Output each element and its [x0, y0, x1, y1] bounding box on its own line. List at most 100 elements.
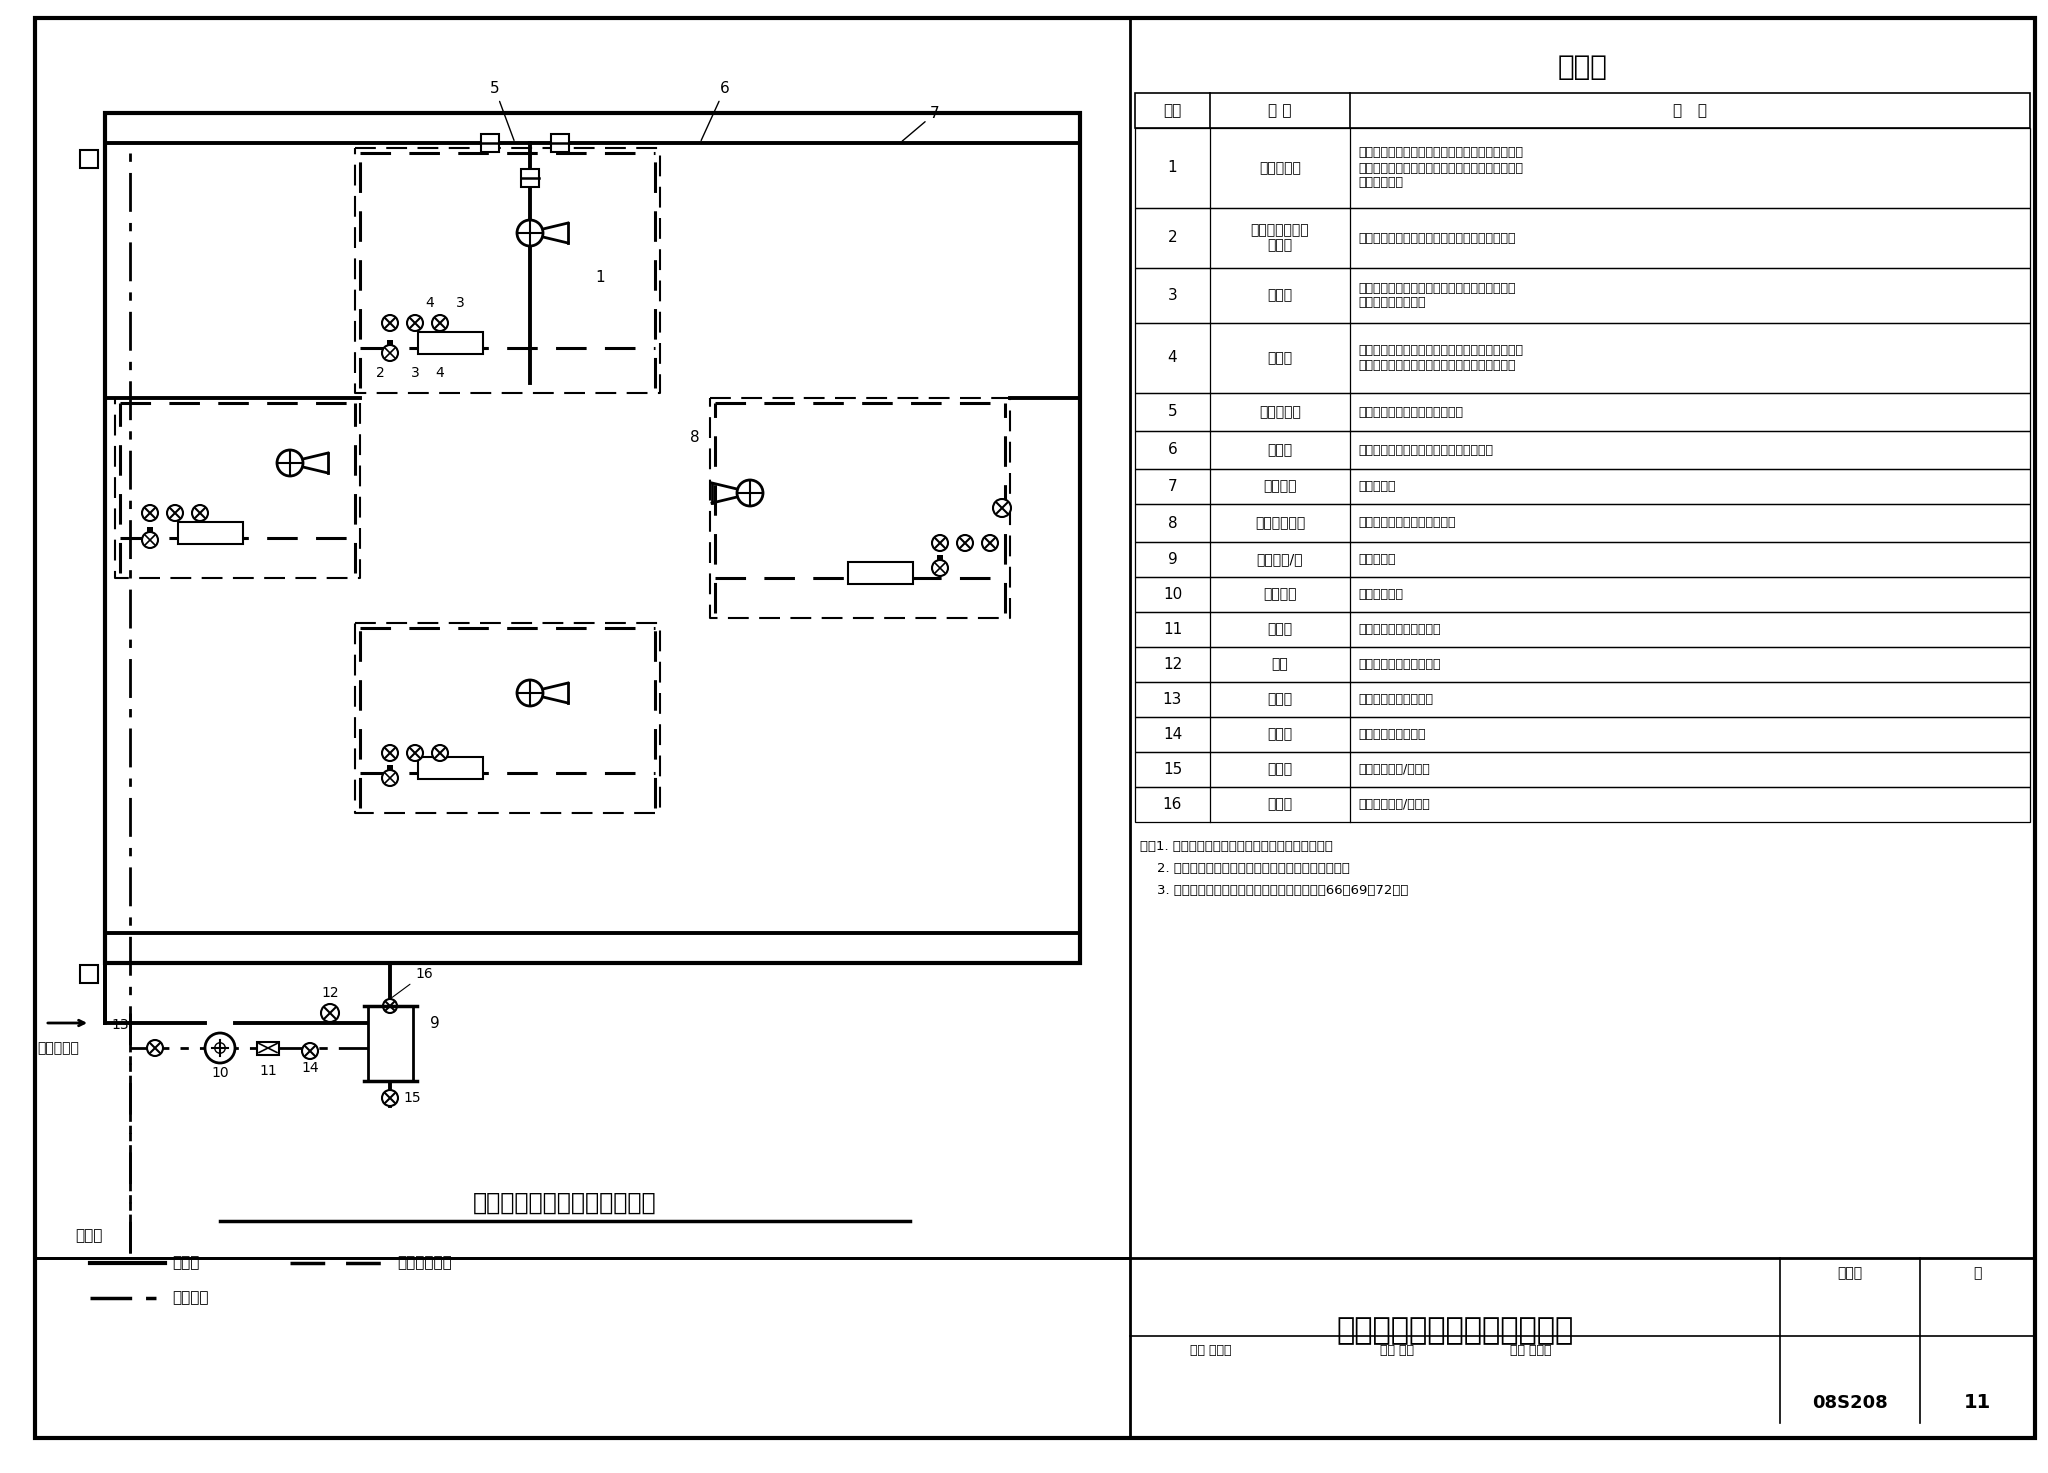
Text: 9: 9 [430, 1015, 440, 1031]
Bar [1135, 393, 2030, 432]
Bar [1135, 208, 2030, 268]
Text: 审核 戚晓专: 审核 戚晓专 [1190, 1343, 1231, 1357]
Bar [387, 340, 393, 345]
Text: 泡沫混合液管: 泡沫混合液管 [1255, 516, 1305, 530]
Text: 泡沫液管: 泡沫液管 [172, 1290, 209, 1305]
Text: 4: 4 [426, 296, 434, 309]
Bar [1135, 93, 2030, 128]
Text: 供水管: 供水管 [172, 1255, 199, 1271]
Circle shape [383, 1090, 397, 1106]
Circle shape [932, 560, 948, 576]
Text: 7: 7 [1167, 479, 1178, 493]
Circle shape [383, 999, 397, 1013]
Circle shape [516, 681, 543, 706]
Text: 泡沫液管: 泡沫液管 [1264, 480, 1296, 493]
Text: 平衡压力式泡沫炮系统示意图: 平衡压力式泡沫炮系统示意图 [1337, 1315, 1573, 1345]
Bar [1135, 577, 2030, 611]
Circle shape [383, 345, 397, 361]
Text: 校对 刘芳: 校对 刘芳 [1380, 1343, 1413, 1357]
Text: 名 称: 名 称 [1268, 103, 1292, 118]
Text: 2: 2 [375, 365, 385, 380]
Text: 13: 13 [111, 1018, 129, 1033]
Text: 蝶阀或闸阀: 蝶阀或闸阀 [1260, 405, 1300, 418]
Text: 输送泡沫混合液至消防泡沫炮: 输送泡沫混合液至消防泡沫炮 [1358, 517, 1456, 529]
Text: 消防泡沫炮: 消防泡沫炮 [1260, 161, 1300, 175]
Circle shape [141, 505, 158, 521]
Bar [1135, 323, 2030, 393]
Text: 2: 2 [451, 336, 459, 349]
Text: 用于关闭管道，检修平衡压力式比例混合器及消防: 用于关闭管道，检修平衡压力式比例混合器及消防 [1358, 345, 1524, 356]
Text: 过滤泡沫液管路中的杂质: 过滤泡沫液管路中的杂质 [1358, 623, 1440, 636]
Text: 9: 9 [1167, 552, 1178, 567]
Text: 11: 11 [1163, 622, 1182, 636]
Text: 泡沫液罐/箱: 泡沫液罐/箱 [1257, 552, 1303, 567]
Text: 08S208: 08S208 [1812, 1393, 1888, 1413]
Bar [367, 1006, 412, 1081]
Text: 冲洗阀: 冲洗阀 [1268, 728, 1292, 741]
Text: 5: 5 [1167, 405, 1178, 420]
Text: 6: 6 [700, 81, 729, 140]
Text: 放空阀: 放空阀 [1268, 763, 1292, 776]
Text: 成空气泡沫液，空气泡沫液喷射到着火点，隔绝空: 成空气泡沫液，空气泡沫液喷射到着火点，隔绝空 [1358, 162, 1524, 174]
Circle shape [432, 315, 449, 331]
Circle shape [981, 535, 997, 551]
Bar [938, 555, 942, 560]
Text: 编号: 编号 [1163, 103, 1182, 118]
Text: 14: 14 [1163, 728, 1182, 742]
Bar [481, 134, 500, 152]
Text: 15: 15 [1163, 762, 1182, 776]
Text: 呼吸阀: 呼吸阀 [1268, 797, 1292, 812]
Text: 名称表: 名称表 [1559, 53, 1608, 81]
Bar [418, 757, 483, 779]
Bar [1135, 468, 2030, 504]
Text: 用   途: 用 途 [1673, 103, 1706, 118]
Text: 2. 本图只表示主要管道部分，不包括系统控制部分。: 2. 本图只表示主要管道部分，不包括系统控制部分。 [1141, 862, 1350, 875]
Text: 图例：: 图例： [76, 1228, 102, 1243]
Bar [104, 113, 1079, 963]
Circle shape [408, 315, 424, 331]
Bar [1135, 128, 2030, 208]
Bar [256, 1041, 279, 1055]
Text: 7: 7 [901, 106, 940, 141]
Text: 10: 10 [1163, 588, 1182, 602]
Text: 用于冲洗泡沫液管道: 用于冲洗泡沫液管道 [1358, 728, 1425, 741]
Bar [1135, 753, 2030, 787]
Text: 接自供水水源，供泡沫比例混合器高压水: 接自供水水源，供泡沫比例混合器高压水 [1358, 443, 1493, 457]
Text: 3. 平衡压力式泡沫比例混合装置原理图详见第66、69、72页。: 3. 平衡压力式泡沫比例混合装置原理图详见第66、69、72页。 [1141, 884, 1409, 897]
Text: 5: 5 [489, 81, 514, 140]
Text: 接供水水源: 接供水水源 [37, 1041, 80, 1055]
Bar [1135, 268, 2030, 323]
Text: 信号阀: 信号阀 [1268, 351, 1292, 365]
Circle shape [322, 1005, 340, 1022]
Circle shape [993, 499, 1012, 517]
Circle shape [383, 770, 397, 787]
Circle shape [956, 535, 973, 551]
Circle shape [516, 219, 543, 246]
Text: 将泡沫液加压: 将泡沫液加压 [1358, 588, 1403, 601]
Text: 用于泡沫液罐/箱放空: 用于泡沫液罐/箱放空 [1358, 763, 1430, 776]
Bar [1135, 504, 2030, 542]
Circle shape [141, 532, 158, 548]
Bar [848, 563, 913, 583]
Bar [551, 134, 569, 152]
Circle shape [193, 505, 209, 521]
Text: 4: 4 [1167, 351, 1178, 365]
Bar [1135, 542, 2030, 577]
Text: 用于关闭或检修管道，平时常开: 用于关闭或检修管道，平时常开 [1358, 405, 1462, 418]
Text: 电动阀: 电动阀 [1268, 289, 1292, 302]
Text: 11: 11 [1964, 1393, 1991, 1413]
Text: 6: 6 [1167, 442, 1178, 458]
Bar [80, 965, 98, 982]
Circle shape [383, 745, 397, 762]
Text: 16: 16 [1163, 797, 1182, 812]
Text: 供水管: 供水管 [1268, 443, 1292, 457]
Text: 泡沫液泵: 泡沫液泵 [1264, 588, 1296, 601]
Text: 11: 11 [260, 1064, 276, 1078]
Text: 贮存泡沫液: 贮存泡沫液 [1358, 552, 1395, 566]
Text: 混合器: 混合器 [1268, 239, 1292, 252]
Text: 输送泡沫液: 输送泡沫液 [1358, 480, 1395, 493]
Circle shape [432, 745, 449, 762]
Circle shape [383, 315, 397, 331]
Text: 12: 12 [322, 985, 338, 1000]
Text: 注：1. 每个泡沫炮箱配一套平衡压力式比例混合器。: 注：1. 每个泡沫炮箱配一套平衡压力式比例混合器。 [1141, 840, 1333, 853]
